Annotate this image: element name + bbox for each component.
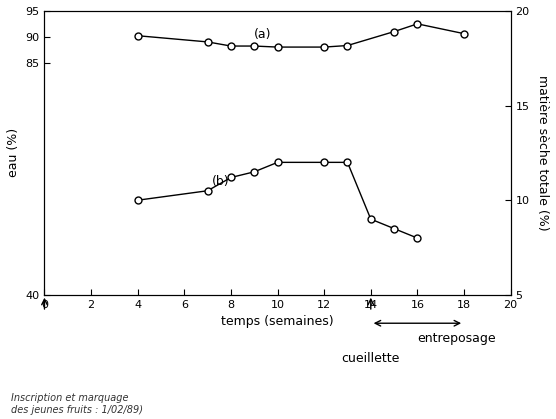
Text: Inscription et marquage
des jeunes fruits : 1/02/89): Inscription et marquage des jeunes fruit… <box>11 393 143 415</box>
Text: (a): (a) <box>254 28 272 41</box>
Text: entreposage: entreposage <box>418 332 496 345</box>
Text: cueillette: cueillette <box>341 352 400 365</box>
X-axis label: temps (semaines): temps (semaines) <box>221 315 334 328</box>
Y-axis label: matière sèche totale (%): matière sèche totale (%) <box>536 75 549 231</box>
Y-axis label: eau (%): eau (%) <box>7 128 20 178</box>
Text: (b): (b) <box>212 175 230 188</box>
